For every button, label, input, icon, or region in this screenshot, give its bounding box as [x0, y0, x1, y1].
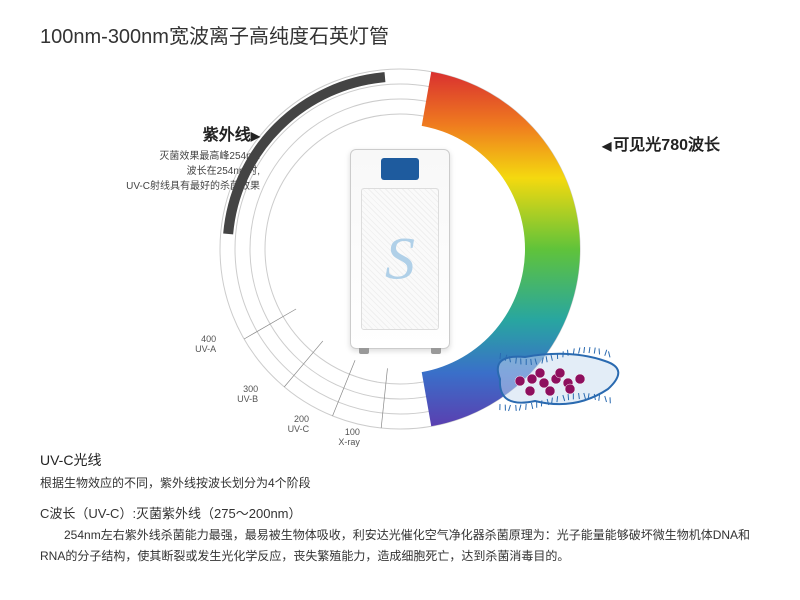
left-triangle-icon: ◀	[602, 139, 611, 153]
spectrum-diagram: S 紫外线▶ 灭菌效果最高峰254nm 波长在254nm时, UV-C射线具有最…	[40, 59, 760, 439]
purifier-device: S	[350, 149, 450, 349]
right-triangle-icon: ▶	[251, 129, 260, 143]
wavelength-band: UV-C	[288, 425, 310, 435]
wavelength-mark: 100X-ray	[338, 428, 360, 448]
wavelength-mark: 400UV-A	[195, 335, 216, 355]
cband-body: 254nm左右紫外线杀菌能力最强，最易被生物体吸收，利安达光催化空气净化器杀菌原…	[40, 525, 760, 566]
uv-desc-line: UV-C射线具有最好的杀菌效果	[80, 179, 260, 194]
wavelength-band: X-ray	[338, 438, 360, 448]
cband-heading: C波长（UV-C）:灭菌紫外线（275～200nm）	[40, 503, 760, 525]
page-title: 100nm-300nm宽波离子高纯度石英灯管	[40, 20, 760, 49]
device-swirl-icon: S	[385, 225, 415, 294]
visible-label-text: 可见光780波长	[613, 137, 720, 154]
wavelength-band: UV-A	[195, 345, 216, 355]
uvc-line: 根据生物效应的不同，紫外线按波长划分为4个阶段	[40, 473, 760, 493]
uv-title-text: 紫外线	[203, 127, 251, 144]
device-foot	[359, 348, 369, 354]
uv-desc-line: 灭菌效果最高峰254nm	[80, 149, 260, 164]
body-text: UV-C光线 根据生物效应的不同，紫外线按波长划分为4个阶段 C波长（UV-C）…	[40, 449, 760, 566]
wavelength-mark: 200UV-C	[288, 415, 310, 435]
device-grille: S	[361, 188, 439, 330]
uv-label-desc: 灭菌效果最高峰254nm 波长在254nm时, UV-C射线具有最好的杀菌效果	[80, 149, 260, 194]
bacteria-icon	[480, 339, 630, 419]
wavelength-band: UV-B	[237, 395, 258, 405]
wavelength-mark: 300UV-B	[237, 385, 258, 405]
uv-desc-line: 波长在254nm时,	[80, 164, 260, 179]
uv-label-title: 紫外线▶	[80, 121, 260, 145]
uvc-heading: UV-C光线	[40, 449, 760, 473]
device-foot	[431, 348, 441, 354]
visible-light-label: ◀可见光780波长	[602, 131, 720, 155]
uv-label-block: 紫外线▶ 灭菌效果最高峰254nm 波长在254nm时, UV-C射线具有最好的…	[80, 121, 260, 194]
